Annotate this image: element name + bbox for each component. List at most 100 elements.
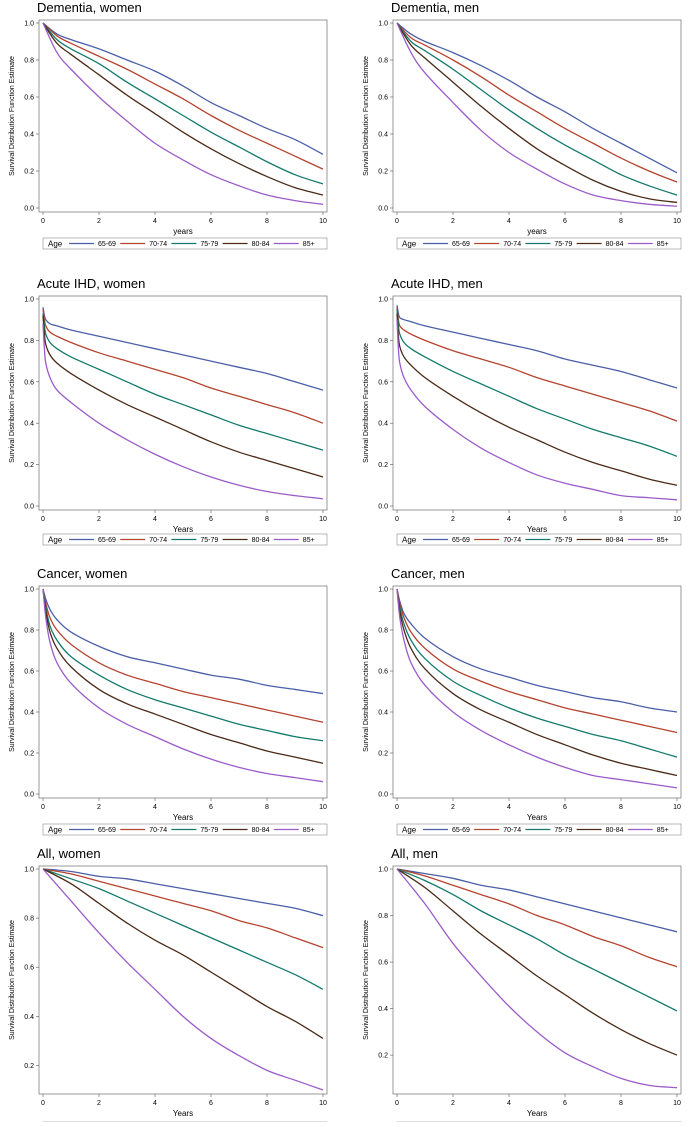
x-tick-label: 0 — [41, 804, 45, 811]
legend-title: Age — [402, 826, 417, 835]
y-tick-label: 0.6 — [378, 379, 388, 386]
y-tick-label: 1.0 — [24, 21, 34, 28]
legend-label-70-74: 70-74 — [503, 241, 521, 248]
panel-2: Acute IHD, women 0.0 0.2 0.4 0.6 0.8 1.0 0 2 4 6 8 1… — [9, 276, 328, 546]
y-tick-label: 0.0 — [378, 206, 388, 213]
y-tick-label: 0.2 — [24, 169, 34, 176]
x-tick-label: 4 — [153, 218, 157, 225]
series-line-85+ — [396, 319, 678, 501]
x-tick-label: 4 — [153, 1100, 157, 1107]
y-tick-label: 0.2 — [24, 462, 34, 469]
legend-label-85+: 85+ — [657, 241, 669, 248]
legend: Age 65-69 70-74 75-79 80-84 85+ — [396, 823, 682, 836]
x-axis-label: Years — [527, 1109, 547, 1118]
x-tick-label: 0 — [395, 804, 399, 811]
series-line-85+ — [42, 588, 324, 783]
series-line-70-74 — [396, 588, 678, 734]
x-tick-label: 6 — [209, 1100, 213, 1107]
legend-label-80-84: 80-84 — [606, 537, 624, 544]
legend-label-70-74: 70-74 — [149, 537, 167, 544]
series-line-80-84 — [42, 868, 324, 1039]
x-tick-label: 10 — [673, 218, 681, 225]
series-line-65-69 — [396, 22, 678, 174]
panel-0: Dementia, women 0.0 0.2 0.4 0.6 0.8 1.0 0 2 4 6 8 10… — [9, 0, 328, 250]
series-line-85+ — [396, 868, 678, 1089]
series-line-70-74 — [396, 307, 678, 422]
y-tick-label: 0.0 — [378, 504, 388, 511]
y-tick-label: 0.4 — [378, 132, 388, 139]
legend-label-70-74: 70-74 — [503, 827, 521, 834]
y-tick-label: 0.4 — [378, 421, 388, 428]
legend-label-75-79: 75-79 — [200, 537, 218, 544]
x-tick-label: 6 — [563, 516, 567, 523]
panel-6: All, women 0.2 0.4 0.6 0.8 1.0 0 2 4 6 8 10 Years Sur… — [9, 846, 328, 1127]
series-line-65-69 — [42, 22, 324, 155]
legend-label-80-84: 80-84 — [606, 241, 624, 248]
y-tick-label: 0.4 — [24, 1014, 34, 1021]
panel-title: Cancer, women — [37, 566, 127, 581]
y-tick-label: 0.6 — [24, 965, 34, 972]
legend-label-70-74: 70-74 — [503, 537, 521, 544]
y-tick-label: 0.0 — [24, 792, 34, 799]
y-axis-label: Survival Distribution Function Estimate — [363, 920, 370, 1040]
series-line-85+ — [42, 868, 324, 1091]
x-tick-label: 0 — [41, 218, 45, 225]
panel-title: Dementia, women — [37, 0, 142, 15]
series-line-65-69 — [396, 588, 678, 713]
y-tick-label: 0.4 — [378, 1006, 388, 1013]
series-line-75-79 — [396, 868, 678, 1012]
panel-5: Cancer, men 0.0 0.2 0.4 0.6 0.8 1.0 0 2 4 6 8 10 Year… — [363, 566, 682, 836]
series-line-85+ — [396, 22, 678, 207]
legend-label-80-84: 80-84 — [252, 827, 270, 834]
panel-1: Dementia, men 0.0 0.2 0.4 0.6 0.8 1.0 0 2 4 6 8 10 ye… — [363, 0, 682, 250]
y-axis-label: Survival Distribution Function Estimate — [9, 920, 16, 1040]
plot-frame — [392, 19, 682, 213]
x-tick-label: 2 — [451, 218, 455, 225]
plot-frame — [38, 585, 328, 799]
plot-frame — [392, 585, 682, 799]
x-tick-label: 10 — [319, 1100, 327, 1107]
series-line-80-84 — [42, 588, 324, 764]
x-tick-label: 10 — [673, 1100, 681, 1107]
y-tick-label: 0.6 — [24, 669, 34, 676]
y-tick-label: 1.0 — [378, 297, 388, 304]
series-line-70-74 — [396, 22, 678, 183]
legend-label-85+: 85+ — [303, 827, 315, 834]
plot-frame — [38, 19, 328, 213]
legend-label-85+: 85+ — [303, 537, 315, 544]
legend: Age 65-69 70-74 75-79 80-84 85+ — [396, 237, 682, 250]
series-line-70-74 — [42, 22, 324, 170]
x-axis-label: Years — [173, 813, 193, 822]
y-axis-label: Survival Distribution Function Estimate — [363, 632, 370, 752]
series-line-85+ — [42, 22, 324, 205]
y-tick-label: 0.4 — [24, 710, 34, 717]
x-tick-label: 6 — [209, 218, 213, 225]
x-tick-label: 8 — [619, 516, 623, 523]
y-tick-label: 1.0 — [24, 867, 34, 874]
y-tick-label: 0.0 — [24, 504, 34, 511]
legend-label-75-79: 75-79 — [554, 537, 572, 544]
legend: Age 65-69 70-74 75-79 80-84 85+ — [42, 823, 328, 836]
series-line-65-69 — [42, 307, 324, 391]
x-tick-label: 6 — [563, 218, 567, 225]
legend-label-85+: 85+ — [657, 537, 669, 544]
x-tick-label: 2 — [97, 804, 101, 811]
series-line-80-84 — [396, 22, 678, 204]
panel-title: Acute IHD, men — [391, 276, 483, 291]
plot-frame — [392, 865, 682, 1095]
x-axis-label: Years — [527, 813, 547, 822]
panel-title: Cancer, men — [391, 566, 465, 581]
y-tick-label: 0.4 — [24, 132, 34, 139]
x-tick-label: 10 — [319, 218, 327, 225]
y-tick-label: 0.8 — [378, 913, 388, 920]
x-tick-label: 2 — [97, 218, 101, 225]
y-tick-label: 0.4 — [378, 710, 388, 717]
legend-label-65-69: 65-69 — [98, 241, 116, 248]
x-tick-label: 0 — [41, 516, 45, 523]
x-tick-label: 8 — [619, 1100, 623, 1107]
plot-frame — [392, 295, 682, 511]
x-tick-label: 2 — [451, 516, 455, 523]
legend-label-75-79: 75-79 — [554, 241, 572, 248]
